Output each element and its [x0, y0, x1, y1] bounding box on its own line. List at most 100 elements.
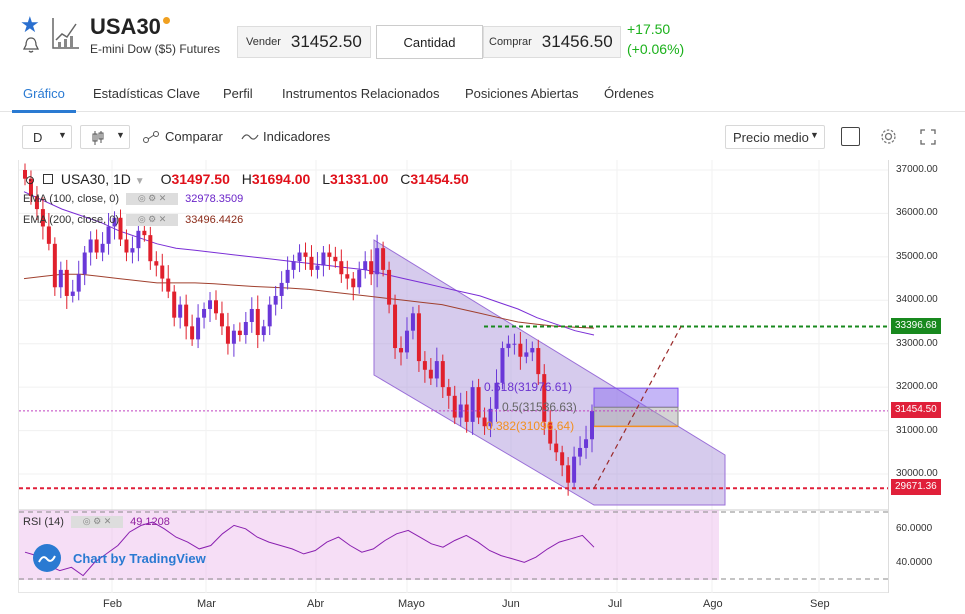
candle-body [279, 282, 284, 296]
fullscreen-toggle[interactable] [841, 127, 860, 146]
indicator-controls[interactable]: ◎ ⚙ ✕ [126, 214, 179, 227]
candle-body [82, 252, 87, 275]
candle-body [536, 348, 541, 375]
candle-body [482, 417, 487, 427]
watermark-text: Chart by TradingView [73, 550, 206, 566]
candles-icon [92, 131, 104, 145]
candle-body [291, 261, 296, 270]
c-label: C [400, 171, 411, 187]
tab-perfil[interactable]: Perfil [223, 86, 253, 101]
candle-body [178, 304, 183, 318]
candle-body [112, 217, 117, 227]
chevron-down-icon: ▼ [116, 130, 125, 140]
candle-body [273, 295, 278, 305]
price-chart-svg[interactable] [19, 160, 889, 593]
price-mode-dropdown[interactable]: Precio medio ▼ [725, 125, 825, 149]
tab-grafico[interactable]: Gráfico [23, 86, 65, 101]
bell-icon[interactable] [22, 36, 40, 54]
candle-body [213, 300, 218, 314]
candle-body [494, 382, 499, 409]
instrument-header: ★ USA30 E-mini Dow ($5) Futures Vender 3… [0, 0, 965, 70]
candle-body [381, 248, 386, 270]
candle-body [297, 252, 302, 262]
rsi-tick-40: 40.0000 [896, 557, 933, 568]
high-value: 31694.00 [251, 171, 311, 187]
ema200-line [23, 273, 595, 329]
instrument-symbol: USA30 [90, 14, 161, 39]
candle-body [309, 256, 314, 270]
o-label: O [160, 171, 172, 187]
price-axis[interactable] [888, 160, 965, 593]
candle-body [285, 269, 290, 283]
candle-body [70, 291, 75, 296]
tab-estadisticas[interactable]: Estadísticas Clave [93, 86, 200, 101]
candle-body [118, 217, 123, 240]
candle-body [130, 248, 135, 253]
indicator-controls[interactable]: ◎ ⚙ ✕ [71, 516, 124, 529]
candle-body [500, 348, 505, 383]
candle-body [315, 265, 320, 270]
candle-body [184, 304, 189, 327]
compare-label: Comparar [165, 129, 223, 144]
tab-bar: Gráfico Estadísticas Clave Perfil Instru… [0, 72, 965, 113]
candle-body [518, 343, 523, 357]
candle-body [440, 361, 445, 388]
sell-label: Vender [246, 36, 281, 48]
sell-button[interactable]: Vender 31452.50 [237, 26, 371, 58]
sell-price: 31452.50 [290, 32, 362, 51]
ema200-value: 33496.4426 [185, 214, 244, 226]
star-icon[interactable]: ★ [20, 12, 40, 37]
chart-icon[interactable] [50, 16, 80, 50]
compare-button[interactable]: Comparar [142, 127, 232, 147]
fib-5-label: 0.5(31536.63) [502, 400, 577, 414]
legend-toggle-icon[interactable]: ⊙ [25, 173, 36, 187]
candle-body [351, 278, 356, 288]
candle-body [470, 387, 475, 422]
l-label: L [322, 171, 330, 187]
candle-body [261, 326, 266, 336]
chevron-down-icon: ▼ [810, 130, 819, 140]
rsi-legend: RSI (14) ◎ ⚙ ✕ 49.1208 [23, 516, 170, 529]
compare-icon [143, 131, 159, 143]
tab-ordenes[interactable]: Órdenes [604, 86, 654, 101]
ema200-label: EMA (200, close, 0) [23, 214, 119, 226]
expand-icon[interactable] [920, 129, 936, 145]
candle-body [524, 352, 529, 357]
candle-body [28, 178, 33, 197]
chart-type-dropdown[interactable]: ▼ [80, 125, 130, 149]
interval-dropdown[interactable]: D ▼ [22, 125, 72, 149]
candle-body [40, 209, 45, 227]
candle-body [512, 343, 517, 345]
interval-label: D [33, 130, 43, 145]
candle-body [387, 269, 392, 305]
tab-posiciones[interactable]: Posiciones Abiertas [465, 86, 579, 101]
candle-body [208, 300, 213, 309]
fib-zone-upper [593, 387, 679, 408]
candle-body [548, 421, 553, 444]
gear-icon[interactable] [880, 128, 897, 145]
candle-body [506, 343, 511, 349]
price-tick-label: 31000.00 [896, 424, 938, 436]
indicator-controls[interactable]: ◎ ⚙ ✕ [126, 193, 179, 206]
active-tab-indicator [12, 110, 76, 113]
candle-body [530, 348, 535, 353]
tradingview-watermark[interactable]: Chart by TradingView [33, 544, 206, 572]
candle-body [404, 330, 409, 353]
tab-instrumentos[interactable]: Instrumentos Relacionados [282, 86, 440, 101]
indicators-button[interactable]: Indicadores [241, 127, 336, 147]
candle-body [410, 313, 415, 331]
chart-area[interactable]: ⊙ USA30, 1D ▼ O31497.50 H31694.00 L31331… [18, 160, 889, 593]
quantity-input[interactable]: Cantidad [376, 25, 483, 59]
price-tick-label: 35000.00 [896, 250, 938, 262]
chevron-down-icon[interactable]: ▼ [134, 176, 145, 187]
rsi-value: 49.1208 [130, 516, 170, 528]
candle-body [566, 465, 571, 483]
close-value: 31454.50 [410, 171, 469, 187]
instrument-name: E-mini Dow ($5) Futures [90, 42, 221, 56]
indicators-label: Indicadores [263, 129, 331, 144]
buy-button[interactable]: Comprar 31456.50 [483, 26, 621, 58]
candle-body [190, 326, 195, 340]
level-tag-top: 33396.68 [891, 318, 941, 334]
candle-body [148, 235, 153, 262]
price-change: +17.50 [627, 21, 671, 37]
